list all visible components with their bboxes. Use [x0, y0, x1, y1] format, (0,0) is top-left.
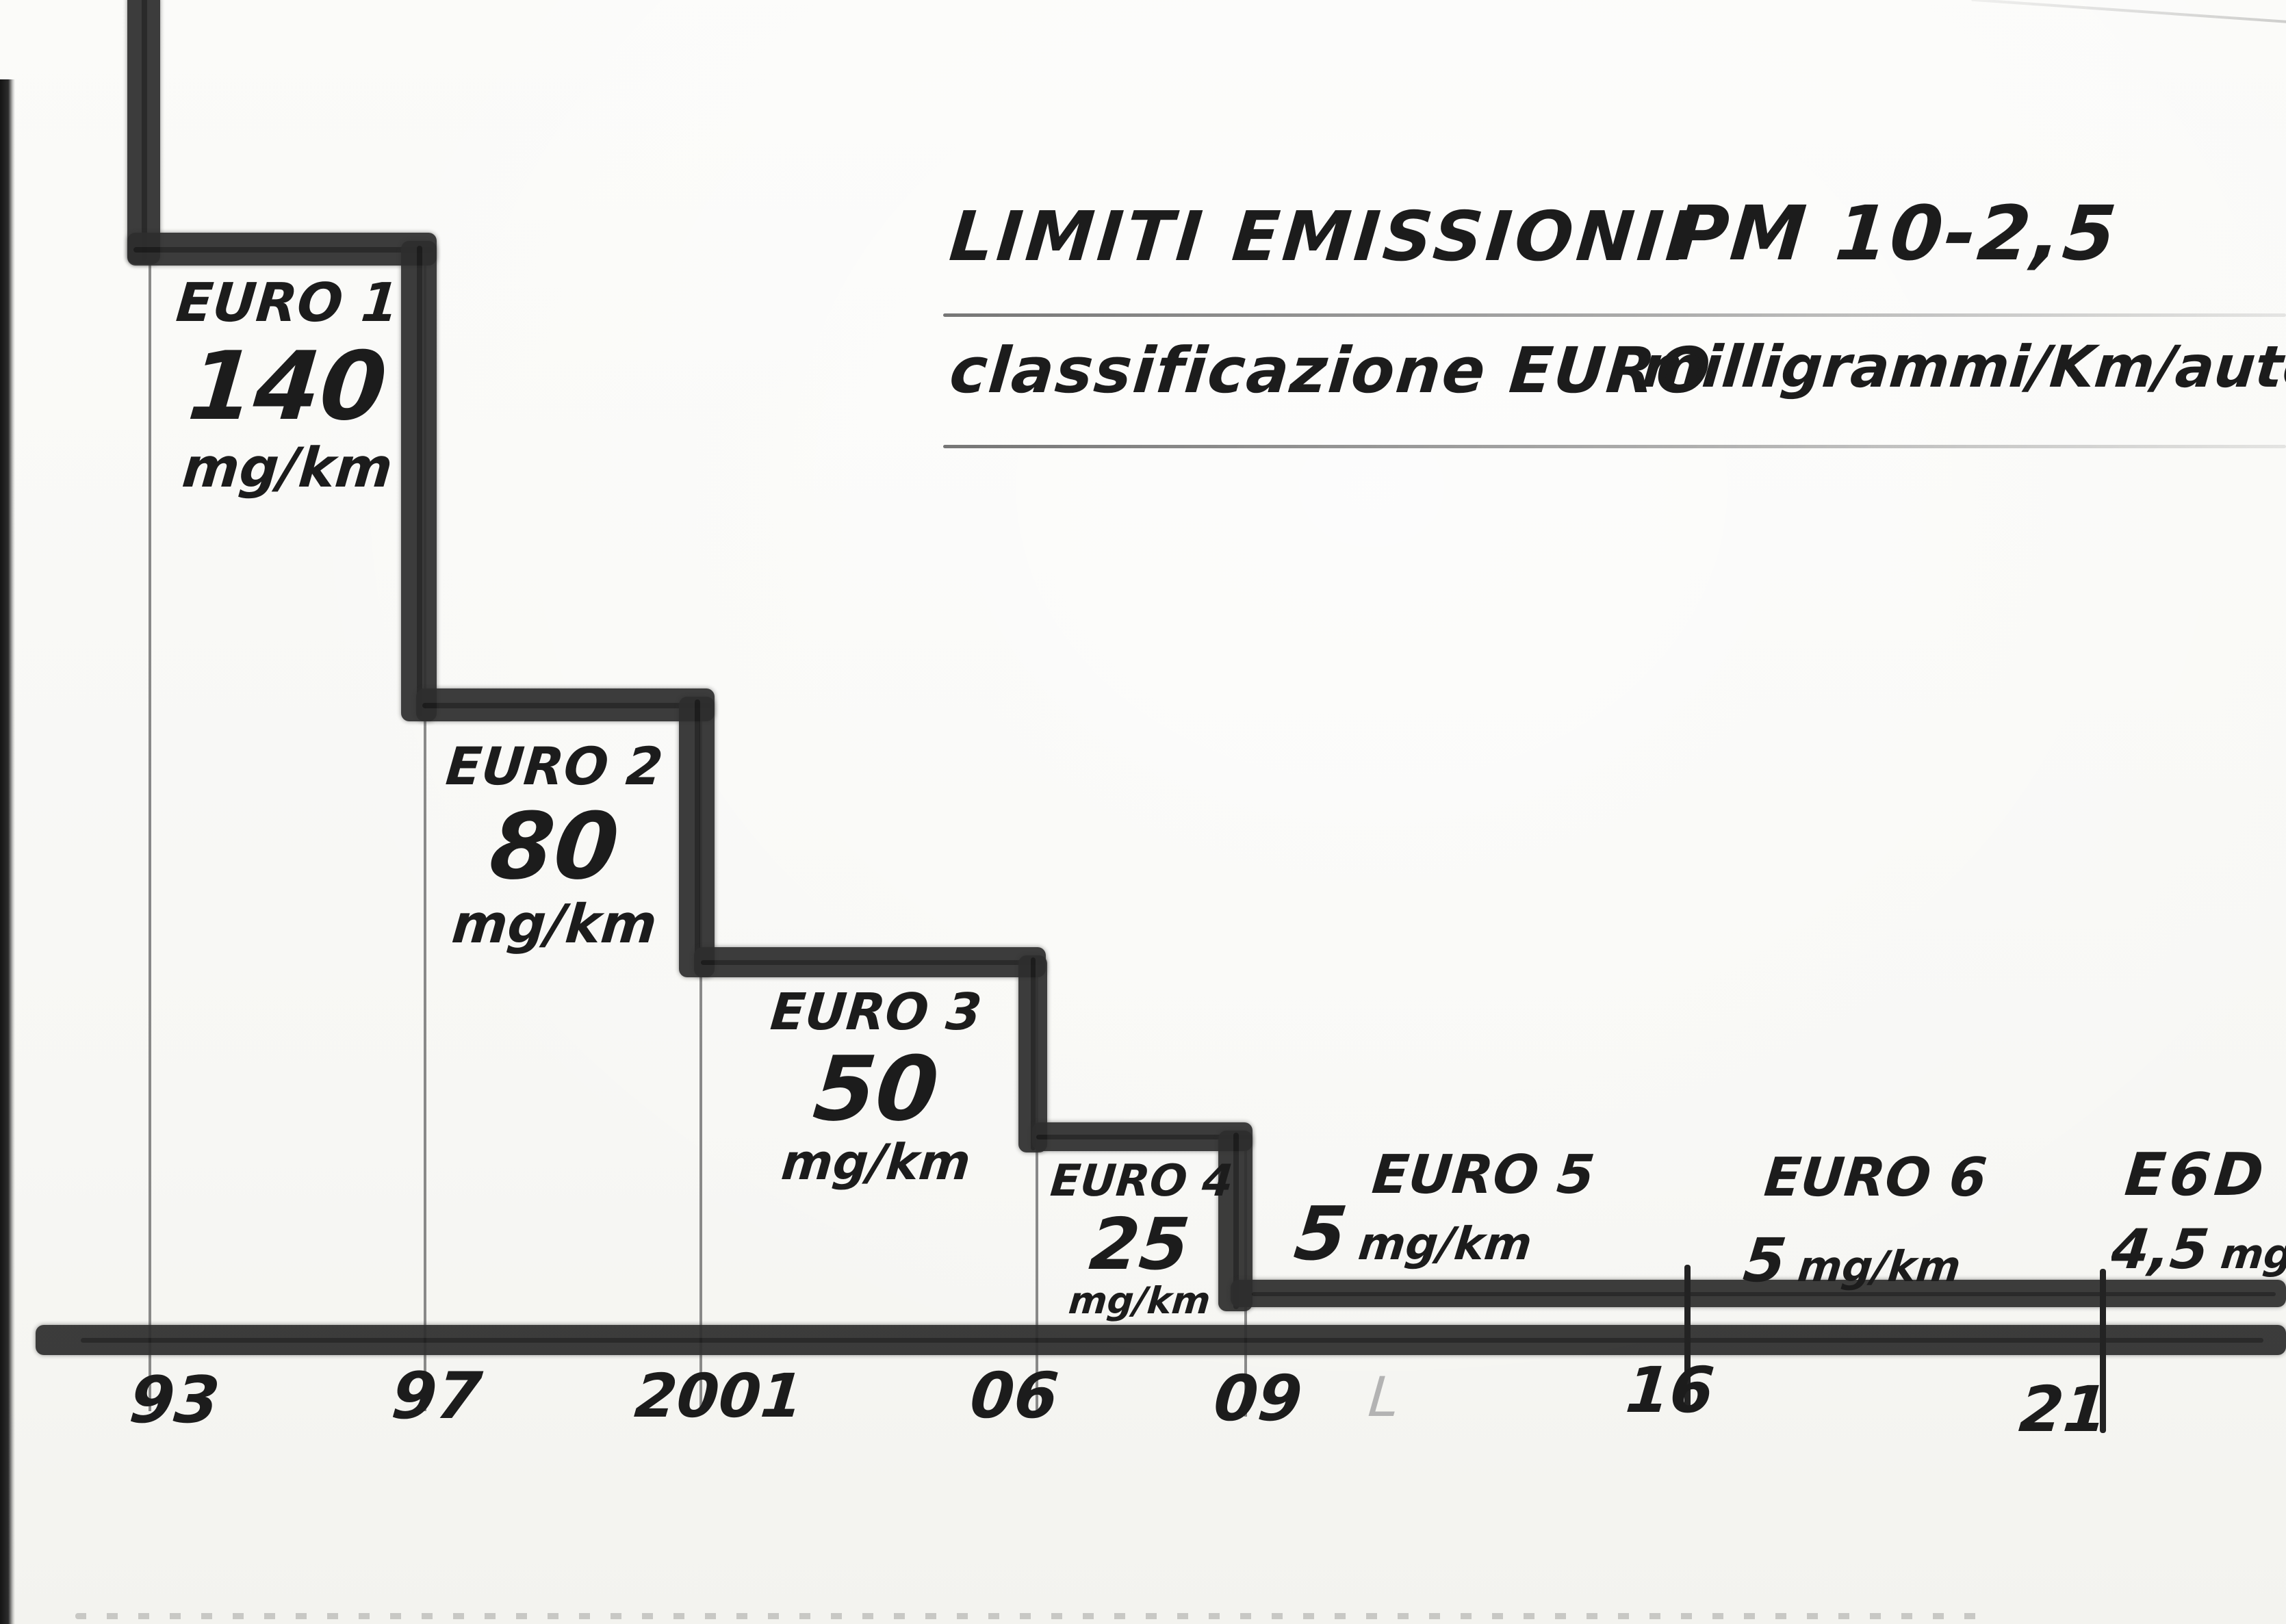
- chart-subtitle-right: milligrammi/Km/auto: [1639, 333, 2286, 400]
- euro4-name: EURO 4: [1048, 1156, 1235, 1207]
- euro2-step-line: [416, 688, 715, 721]
- euro1-unit: mg/km: [179, 436, 396, 500]
- euro2-value: 80: [485, 793, 624, 900]
- euro6-name: EURO 6: [1762, 1147, 1990, 1209]
- title-underline: [943, 313, 2286, 317]
- gridline-97: [424, 259, 426, 1411]
- euro4-unit: mg/km: [1066, 1279, 1213, 1322]
- euro1-name: EURO 1: [173, 272, 402, 334]
- euro1-step-line: [127, 233, 437, 266]
- euro2-euro3-riser: [679, 697, 715, 977]
- x-tick-label-21: 21: [2016, 1373, 2111, 1446]
- x-tick-label-16: 16: [1623, 1354, 1717, 1427]
- photo-bottom-edge: [75, 1613, 1992, 1619]
- euro1-label-group: EURO 1 140 mg/km: [161, 272, 414, 500]
- stray-pencil-mark: L: [1365, 1365, 1402, 1429]
- e6d-value: 4,5: [2111, 1222, 2212, 1277]
- x-axis-line: [36, 1325, 2286, 1355]
- euro2-name: EURO 2: [444, 736, 665, 797]
- euro6-unit: mg/km: [1795, 1241, 1964, 1291]
- tick-16: [1684, 1265, 1691, 1410]
- photo-left-border: [0, 79, 15, 1624]
- euro1-left-riser: [127, 0, 160, 264]
- x-tick-label-97: 97: [388, 1359, 485, 1434]
- euro3-euro4-riser: [1018, 955, 1047, 1152]
- euro6-value-row: 5 mg/km: [1740, 1225, 1964, 1296]
- euro4-value: 25: [1086, 1202, 1193, 1286]
- gridline-2001: [699, 712, 702, 1411]
- gridline-93: [149, 255, 151, 1411]
- x-tick-label-2001: 2001: [632, 1361, 806, 1431]
- chart-title-right: PM 10-2,5: [1669, 190, 2122, 277]
- euro3-value: 50: [809, 1037, 943, 1141]
- subtitle-underline: [943, 445, 2286, 448]
- x-tick-label-09: 09: [1211, 1362, 1305, 1435]
- euro5-name: EURO 5: [1370, 1144, 1597, 1206]
- euro4-label-group: EURO 4 25 mg/km: [1048, 1156, 1235, 1322]
- e6d-name: E6D: [2122, 1141, 2271, 1209]
- tick-21: [2100, 1269, 2106, 1433]
- euro3-name: EURO 3: [768, 983, 984, 1042]
- x-tick-label-93: 93: [126, 1363, 223, 1438]
- euro5-value: 5: [1290, 1191, 1351, 1277]
- euro4-step-line: [1032, 1122, 1253, 1151]
- gridline-06: [1036, 964, 1038, 1414]
- euro1-euro2-riser: [401, 241, 437, 721]
- e6d-unit: mg/km: [2218, 1230, 2286, 1277]
- euro6-value: 5: [1740, 1225, 1790, 1296]
- euro5-6-e6d-level-line: [1231, 1280, 2286, 1307]
- euro2-label-group: EURO 2 80 mg/km: [438, 736, 671, 955]
- euro3-step-line: [694, 947, 1046, 977]
- euro3-label-group: EURO 3 50 mg/km: [760, 983, 992, 1191]
- euro1-value: 140: [183, 331, 391, 441]
- euro3-unit: mg/km: [779, 1133, 973, 1191]
- euro2-unit: mg/km: [449, 894, 660, 955]
- euro5-unit: mg/km: [1356, 1217, 1535, 1270]
- paper-top-edge-line: [1971, 0, 2286, 24]
- chart-subtitle-left: classificazione EURO: [947, 334, 1714, 407]
- chart-title-left: LIMITI EMISSIONII: [946, 196, 1699, 276]
- e6d-value-row: 4,5 mg/km: [2111, 1222, 2286, 1277]
- x-tick-label-06: 06: [967, 1359, 1062, 1432]
- euro5-value-row: 5 mg/km: [1290, 1191, 1535, 1277]
